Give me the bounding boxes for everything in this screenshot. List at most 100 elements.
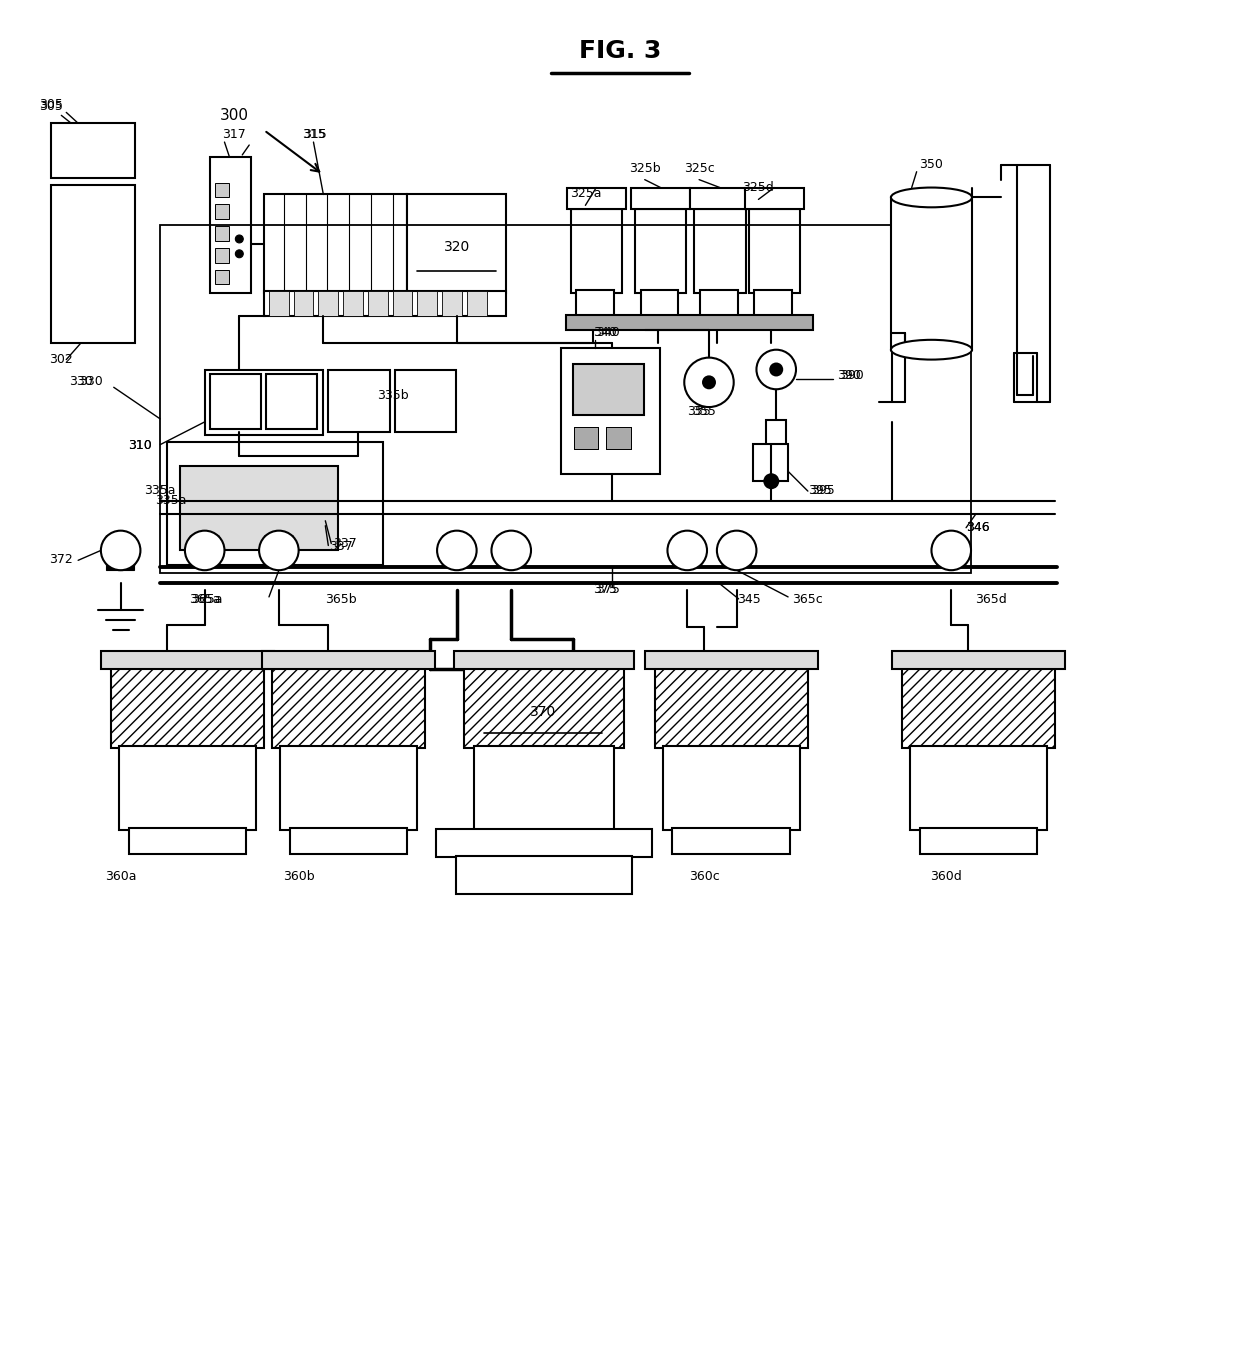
Text: 372: 372 [50,554,73,566]
Text: 365a: 365a [191,593,222,605]
Text: 350: 350 [920,158,944,171]
Text: 340: 340 [593,326,618,338]
Bar [691,188,749,210]
Text: 370: 370 [529,704,556,719]
Bar [464,668,624,749]
Circle shape [764,474,779,489]
Bar [920,829,1038,854]
Bar [51,123,135,177]
Bar [160,225,971,573]
Text: 360a: 360a [105,869,136,883]
Text: 395: 395 [811,485,835,497]
Bar [573,364,644,414]
Text: 365a: 365a [188,593,221,605]
Text: 325a: 325a [569,187,601,200]
Bar [393,291,413,315]
Text: 375: 375 [593,584,618,596]
Bar [631,188,691,210]
Bar [180,466,339,551]
Bar [205,371,324,435]
Bar [100,651,274,669]
Bar [105,565,134,570]
Bar [565,315,812,330]
Text: 355: 355 [692,405,715,418]
Bar [474,746,614,830]
Text: 305: 305 [40,100,63,114]
Text: 360b: 360b [283,869,315,883]
Bar [129,829,247,854]
Bar [215,226,229,241]
Text: 337: 337 [330,540,353,554]
Bar [262,651,435,669]
Text: 310: 310 [129,439,153,452]
Bar [890,198,972,349]
Text: 330: 330 [79,375,103,389]
Bar [110,668,264,749]
Text: 390: 390 [841,370,864,382]
Text: 335b: 335b [377,389,408,402]
Bar [567,188,626,210]
Text: 330: 330 [69,375,93,389]
Bar [454,651,634,669]
Bar [210,375,262,429]
Circle shape [717,531,756,570]
Bar [655,668,808,749]
Text: 325b: 325b [629,161,661,175]
Text: 302: 302 [50,352,73,366]
Circle shape [436,531,476,570]
Text: 325d: 325d [743,181,774,195]
Bar [215,204,229,219]
Text: 335a: 335a [155,494,187,506]
Bar [901,668,1055,749]
Bar [329,371,389,432]
Text: 365c: 365c [792,593,823,605]
Bar [754,290,792,318]
Text: 346: 346 [966,521,990,533]
Bar [574,427,598,448]
Circle shape [236,236,243,242]
Bar [272,668,425,749]
Bar [343,291,363,315]
Ellipse shape [890,188,972,207]
Bar [606,427,631,448]
Bar [754,444,789,481]
Circle shape [684,357,734,408]
Bar [290,829,408,854]
Bar [441,291,461,315]
Bar [574,427,598,448]
Bar [766,420,786,444]
Bar [892,651,1065,669]
Bar [645,651,817,669]
Text: 305: 305 [40,99,63,111]
Bar [570,210,622,294]
Bar [408,195,506,294]
Bar [215,183,229,198]
Bar [749,210,800,294]
Text: 365d: 365d [975,593,1007,605]
Bar [215,248,229,263]
Text: FIG. 3: FIG. 3 [579,39,661,64]
Bar [466,291,486,315]
Bar [456,856,632,894]
Text: 340: 340 [596,326,620,338]
Bar [694,210,745,294]
Text: 360c: 360c [688,869,719,883]
Bar [436,829,652,857]
Text: 315: 315 [304,129,327,141]
Bar [264,195,408,294]
Text: 345: 345 [737,593,760,605]
Circle shape [770,364,782,375]
Text: 315: 315 [301,129,325,141]
Circle shape [931,531,971,570]
Bar [662,746,800,830]
Text: 365b: 365b [325,593,357,605]
Circle shape [756,349,796,389]
Bar [910,746,1047,830]
Bar [635,210,686,294]
Bar [641,290,678,318]
Text: 395: 395 [808,485,832,497]
Text: 317: 317 [222,129,247,141]
Text: 360d: 360d [930,869,962,883]
Bar [210,157,252,294]
Bar [269,291,289,315]
